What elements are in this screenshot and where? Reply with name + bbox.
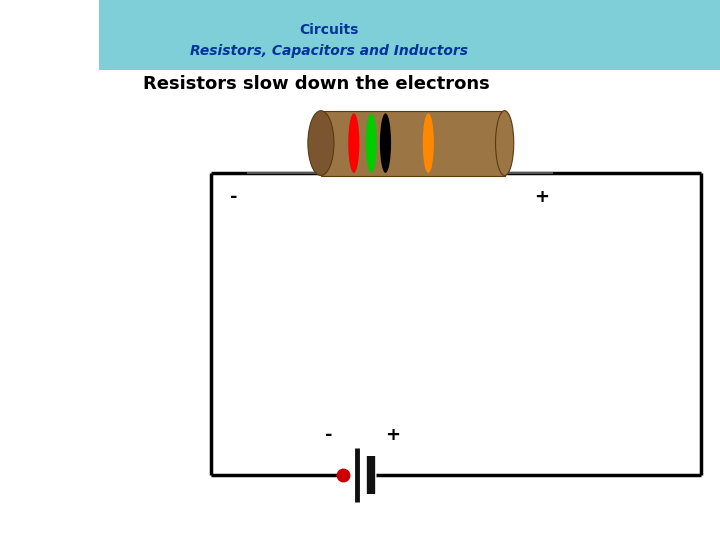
Ellipse shape [348, 113, 359, 173]
Bar [99, 0, 720, 70]
Text: Circuits: Circuits [300, 23, 359, 37]
Text: +: + [384, 426, 400, 444]
Ellipse shape [495, 111, 514, 176]
Text: Resistors slow down the electrons: Resistors slow down the electrons [143, 75, 490, 93]
Ellipse shape [308, 111, 334, 176]
Text: Resistors, Capacitors and Inductors: Resistors, Capacitors and Inductors [190, 44, 468, 58]
Bar [321, 111, 505, 176]
Ellipse shape [366, 113, 377, 173]
Ellipse shape [380, 113, 391, 173]
Ellipse shape [423, 113, 434, 173]
Text: -: - [230, 188, 237, 206]
Text: -: - [325, 426, 333, 444]
Text: +: + [534, 188, 549, 206]
Text: 4: 4 [42, 508, 57, 529]
